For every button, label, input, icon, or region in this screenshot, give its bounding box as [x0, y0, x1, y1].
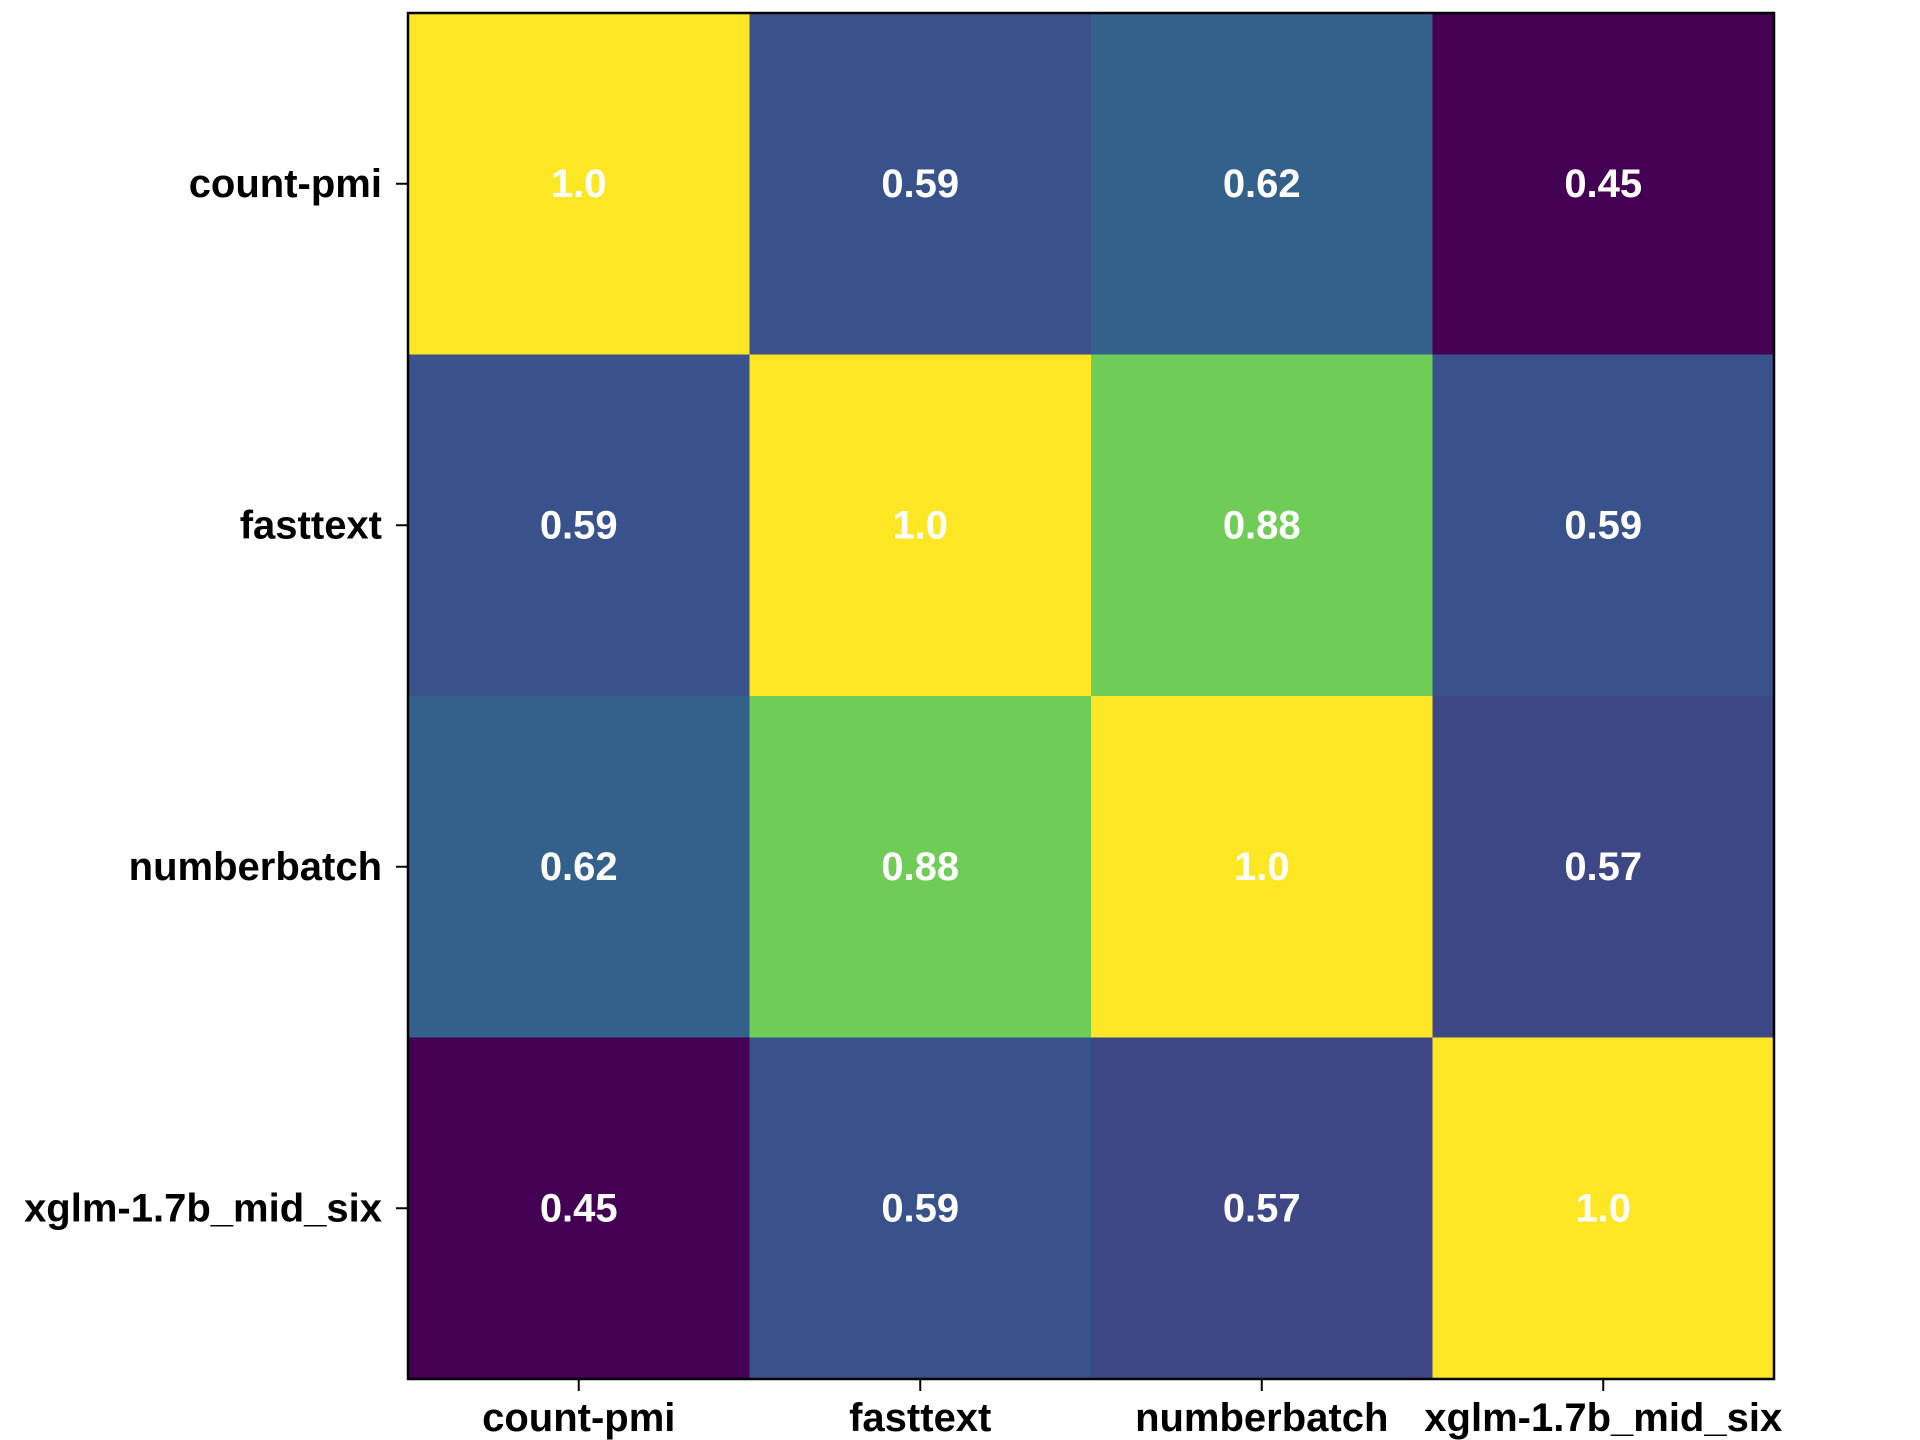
y-tick-label: count-pmi: [189, 162, 382, 206]
heatmap-cell-r1-c1: [749, 354, 1092, 697]
heatmap-cell-r1-c2: [1091, 354, 1433, 697]
x-axis-ticks: count-pmi fasttext numberbatch xglm-1.7b_mi…: [482, 1379, 1782, 1440]
heatmap-cell-r3-c3: [1432, 1037, 1775, 1380]
cell-value-label-r2-c2: 1.0: [1234, 845, 1290, 889]
cell-value-label-r0-c1: 0.59: [881, 162, 959, 206]
cell-value-label-r3-c1: 0.59: [881, 1186, 959, 1230]
cell-value-label-r0-c3: 0.45: [1564, 162, 1642, 206]
cell-value-label-r1-c3: 0.59: [1564, 503, 1642, 547]
cell-value-label-r1-c2: 0.88: [1223, 503, 1301, 547]
heatmap-cell-r0-c0: [408, 13, 750, 355]
cell-value-label-r0-c0: 1.0: [551, 162, 607, 206]
heatmap-cells: [408, 13, 1775, 1380]
x-tick-label: numberbatch: [1135, 1396, 1388, 1440]
cell-value-label-r3-c2: 0.57: [1223, 1186, 1301, 1230]
cell-value-label-r2-c3: 0.57: [1564, 845, 1642, 889]
heatmap-cell-r3-c1: [749, 1037, 1092, 1380]
heatmap-cell-r2-c3: [1432, 696, 1775, 1038]
x-tick-label: count-pmi: [482, 1396, 675, 1440]
heatmap-cell-r2-c2: [1091, 696, 1433, 1038]
heatmap-cell-r2-c1: [749, 696, 1092, 1038]
cell-value-label-r0-c2: 0.62: [1223, 162, 1301, 206]
cell-value-labels: 1.0 0.59 0.62 0.45 0.59 1.0 0.88 0.59 0.62 0.88 1.…: [540, 162, 1642, 1231]
cell-value-label-r2-c0: 0.62: [540, 845, 618, 889]
y-tick-label: fasttext: [240, 503, 382, 547]
heatmap-cell-r2-c0: [408, 696, 750, 1038]
x-tick-label: fasttext: [849, 1396, 991, 1440]
cell-value-label-r3-c3: 1.0: [1575, 1186, 1631, 1230]
cell-value-label-r1-c0: 0.59: [540, 503, 618, 547]
x-tick-label: xglm-1.7b_mid_six: [1424, 1396, 1782, 1440]
cell-value-label-r1-c1: 1.0: [892, 503, 948, 547]
heatmap-cell-r3-c0: [408, 1037, 750, 1380]
cell-value-label-r3-c0: 0.45: [540, 1186, 618, 1230]
y-tick-label: numberbatch: [129, 845, 382, 889]
y-axis-ticks: count-pmi fasttext numberbatch xglm-1.7b_mi…: [24, 162, 408, 1230]
heatmap-cell-r0-c1: [749, 13, 1092, 355]
heatmap-cell-r3-c2: [1091, 1037, 1433, 1380]
heatmap-cell-r0-c3: [1432, 13, 1775, 355]
plot-frame: [406, 11, 1776, 1381]
cell-value-label-r2-c1: 0.88: [881, 845, 959, 889]
heatmap-cell-r0-c2: [1091, 13, 1433, 355]
y-tick-label: xglm-1.7b_mid_six: [24, 1186, 382, 1230]
heatmap-cell-r1-c3: [1432, 354, 1775, 697]
heatmap-cell-r1-c0: [408, 354, 750, 697]
